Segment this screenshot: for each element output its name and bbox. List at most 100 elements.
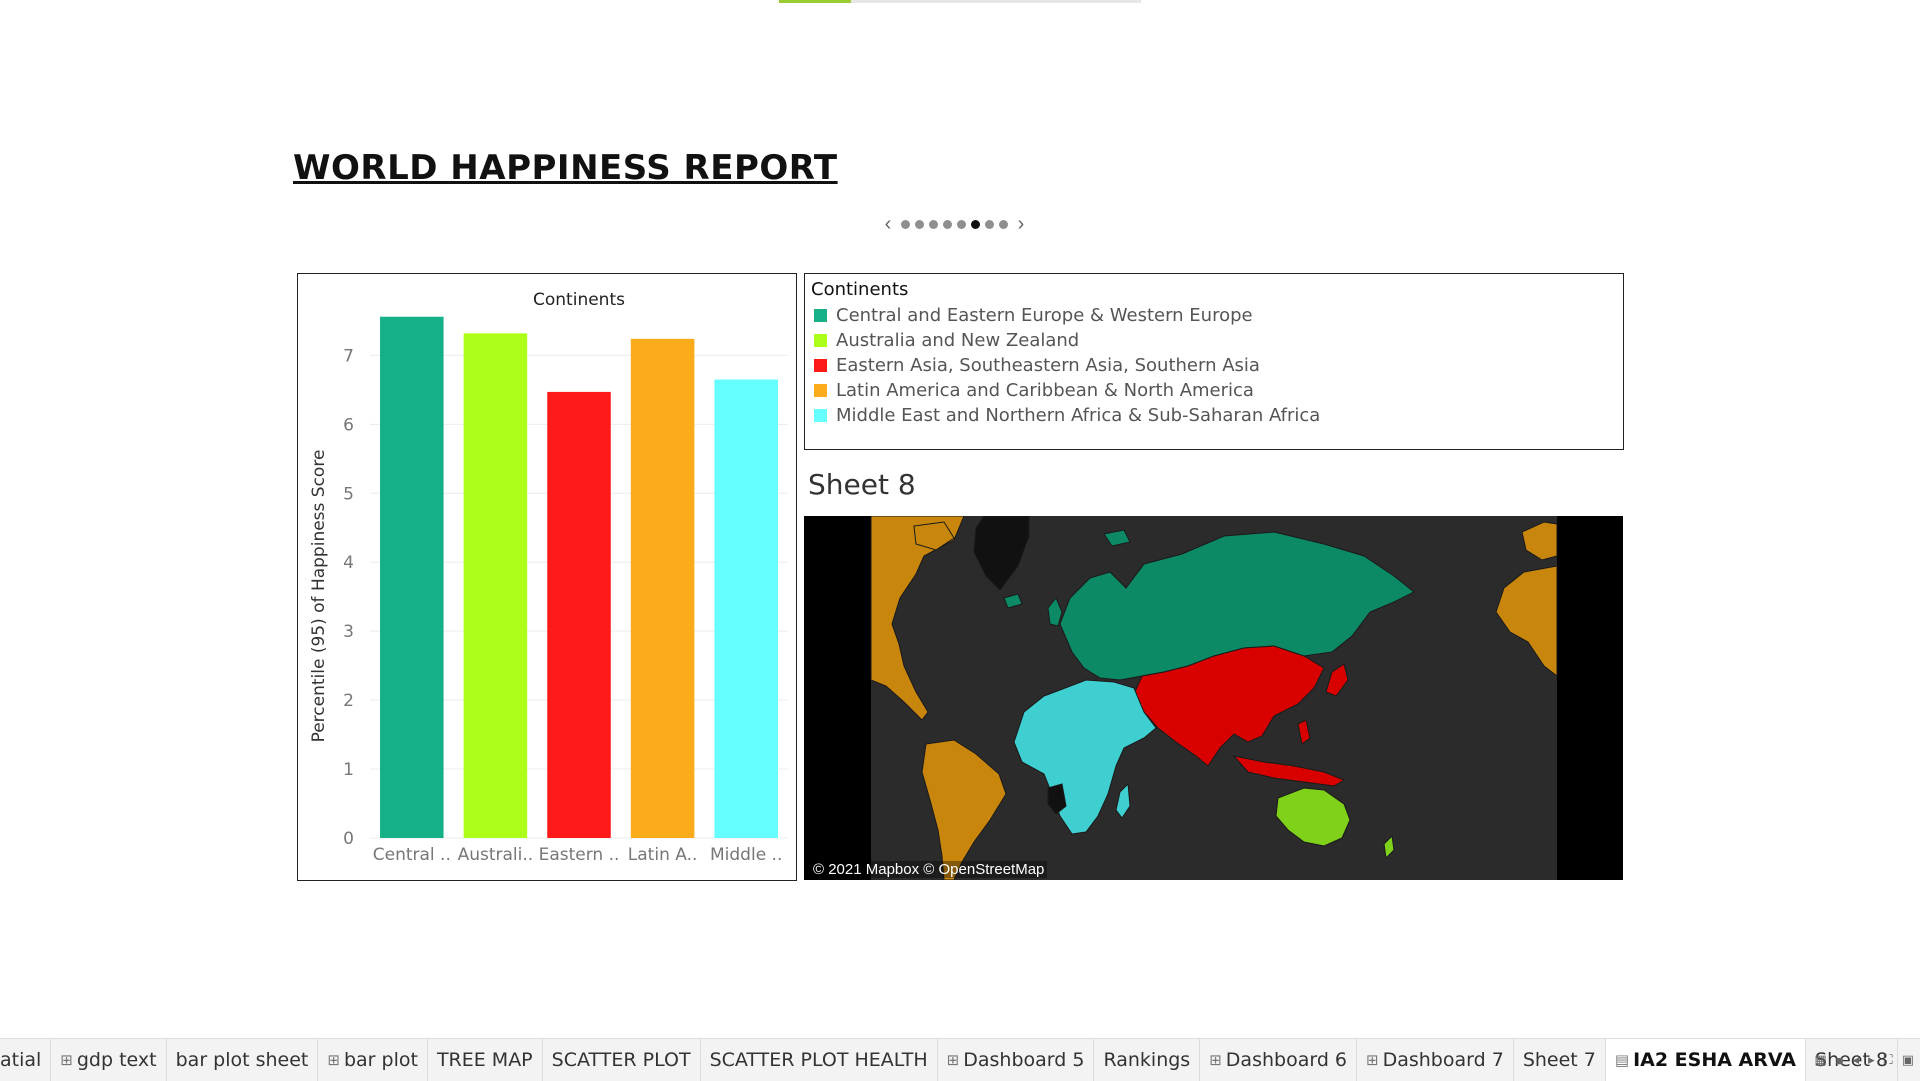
sheet-tab[interactable]: ⊞ Dashboard 6 bbox=[1200, 1039, 1358, 1081]
book-icon: ▤ bbox=[1614, 1051, 1630, 1069]
bar[interactable] bbox=[714, 379, 778, 839]
sheet-tab[interactable]: ⊞ gdp text bbox=[51, 1039, 167, 1081]
world-map[interactable]: © 2021 Mapbox © OpenStreetMap bbox=[804, 516, 1623, 880]
presentation-icon[interactable]: ▣ bbox=[1901, 1052, 1914, 1067]
map-region-australia[interactable] bbox=[1275, 787, 1351, 847]
sheet-tab-label: Rankings bbox=[1103, 1049, 1191, 1071]
grid-icon: ⊞ bbox=[60, 1051, 73, 1069]
sheet-tab-label: Dashboard 7 bbox=[1382, 1049, 1504, 1071]
legend-swatch bbox=[814, 334, 827, 347]
sheet-tab-label: Sheet 8 bbox=[1815, 1049, 1889, 1071]
sheet-tab[interactable]: Rankings bbox=[1094, 1039, 1201, 1081]
y-tick-label: 0 bbox=[343, 829, 354, 849]
map-region-arctic-canada[interactable] bbox=[1521, 521, 1558, 561]
sheet-tab[interactable]: ⊞ Dashboard 7 bbox=[1357, 1039, 1514, 1081]
story-point-dot[interactable] bbox=[915, 219, 924, 229]
sheet-tab-label: bar plot bbox=[343, 1049, 418, 1071]
sheet-tab-label: gdp text bbox=[76, 1049, 157, 1071]
map-region-iceland[interactable] bbox=[1003, 593, 1023, 609]
map-region-unassigned[interactable] bbox=[1047, 783, 1067, 815]
map-region-alaska[interactable] bbox=[1495, 565, 1558, 678]
map-region-greenland[interactable] bbox=[973, 516, 1030, 591]
story-point-dot[interactable] bbox=[957, 219, 966, 229]
map-region-svalbard[interactable] bbox=[1103, 529, 1131, 547]
bar-chart-panel: Continents 0 1 2 3 4 5 6 7 Percentile (95) of Hap… bbox=[297, 273, 797, 881]
legend-label: Central and Eastern Europe & Western Eur… bbox=[836, 305, 1253, 326]
map-region-japan[interactable] bbox=[1325, 663, 1349, 697]
legend-item[interactable]: Australia and New Zealand bbox=[811, 328, 1617, 353]
x-tick-label: Middle .. bbox=[710, 845, 782, 865]
story-point-dot[interactable] bbox=[929, 219, 938, 229]
next-sheet-icon[interactable]: ▸ bbox=[1868, 1052, 1875, 1067]
map-region-asia[interactable] bbox=[1133, 645, 1325, 767]
story-point-dot[interactable] bbox=[901, 219, 910, 229]
fullscreen-icon[interactable]: ⛶ bbox=[1883, 1052, 1893, 1067]
y-axis-label: Percentile (95) of Happiness Score bbox=[309, 450, 329, 743]
legend-item[interactable]: Eastern Asia, Southeastern Asia, Souther… bbox=[811, 353, 1617, 378]
story-navigator: ‹ › bbox=[880, 212, 1029, 236]
sheet-tab-label: atial bbox=[0, 1049, 42, 1071]
map-attribution[interactable]: © 2021 Mapbox © OpenStreetMap bbox=[810, 861, 1048, 878]
filmstrip-icon[interactable]: ▦ bbox=[1814, 1052, 1827, 1067]
sheet-tab[interactable]: Sheet 8 bbox=[1806, 1039, 1899, 1081]
map-region-africa-middle-east[interactable] bbox=[1013, 679, 1157, 835]
sheet-tab[interactable]: Sheet 7 bbox=[1514, 1039, 1606, 1081]
chevron-right-icon[interactable]: › bbox=[1017, 213, 1025, 235]
bar[interactable] bbox=[547, 391, 611, 838]
map-region-new-zealand[interactable] bbox=[1383, 834, 1395, 860]
legend-swatch bbox=[814, 409, 827, 422]
tab-bar-controls: ▦ ■ ◂ ▸ ⛶ ▣ bbox=[1814, 1039, 1914, 1081]
bar[interactable] bbox=[463, 333, 528, 838]
chevron-left-icon[interactable]: ‹ bbox=[884, 213, 892, 235]
single-tab-icon[interactable]: ■ bbox=[1835, 1052, 1844, 1068]
bar[interactable] bbox=[630, 338, 695, 838]
legend-swatch bbox=[814, 359, 827, 372]
story-point-dot[interactable] bbox=[999, 219, 1008, 229]
y-tick-label: 1 bbox=[343, 760, 354, 780]
map-region-philippines[interactable] bbox=[1297, 719, 1311, 745]
sheet-tab-label: bar plot sheet bbox=[175, 1049, 309, 1071]
sheet-tab[interactable]: SCATTER PLOT HEALTH bbox=[701, 1039, 938, 1081]
story-point-dots bbox=[901, 219, 1008, 229]
sheet-tab[interactable]: TREE MAP bbox=[428, 1039, 543, 1081]
legend-item[interactable]: Latin America and Caribbean & North Amer… bbox=[811, 378, 1617, 403]
sheet-tab[interactable]: atial bbox=[0, 1039, 52, 1081]
legend-item[interactable]: Middle East and Northern Africa & Sub-Sa… bbox=[811, 403, 1617, 428]
x-tick-label: Latin A.. bbox=[628, 845, 698, 865]
prev-sheet-icon[interactable]: ◂ bbox=[1852, 1052, 1860, 1067]
sheet-tab[interactable]: ⊞ Dashboard 5 bbox=[938, 1039, 1095, 1081]
x-tick-label: Central .. bbox=[373, 845, 451, 865]
story-point-dot[interactable] bbox=[971, 219, 980, 229]
sheet-tab[interactable]: ⊞ bar plot bbox=[318, 1039, 428, 1081]
grid-icon: ⊞ bbox=[327, 1051, 340, 1069]
color-legend: Continents Central and Eastern Europe & … bbox=[804, 273, 1624, 450]
map-region-uk[interactable] bbox=[1047, 597, 1063, 627]
bar[interactable] bbox=[380, 316, 444, 838]
legend-label: Middle East and Northern Africa & Sub-Sa… bbox=[836, 405, 1321, 426]
legend-swatch bbox=[814, 309, 827, 322]
map-region-arctic-islands[interactable] bbox=[913, 521, 955, 551]
story-point-dot[interactable] bbox=[985, 219, 994, 229]
sheet-tab[interactable]: bar plot sheet bbox=[167, 1039, 319, 1081]
map-region-indonesia[interactable] bbox=[1232, 755, 1346, 787]
sheet-tab[interactable]: SCATTER PLOT bbox=[543, 1039, 701, 1081]
sheet-tab[interactable]: ▤ IA2 ESHA ARVA bbox=[1605, 1039, 1807, 1081]
y-tick-label: 3 bbox=[343, 622, 354, 642]
y-tick-label: 4 bbox=[343, 553, 354, 573]
story-progress-bar bbox=[779, 0, 1141, 3]
sheet-tab-label: SCATTER PLOT bbox=[551, 1049, 691, 1071]
grid-icon: ⊞ bbox=[946, 1051, 960, 1069]
legend-items: Central and Eastern Europe & Western Eur… bbox=[811, 303, 1617, 428]
legend-item[interactable]: Central and Eastern Europe & Western Eur… bbox=[811, 303, 1617, 328]
x-tick-label: Australi.. bbox=[458, 845, 534, 865]
legend-swatch bbox=[814, 384, 827, 397]
map-region-south-america[interactable] bbox=[921, 739, 1007, 880]
map-region-madagascar[interactable] bbox=[1115, 782, 1131, 819]
x-tick-label: Eastern .. bbox=[539, 845, 620, 865]
map-region-europe-russia[interactable] bbox=[1059, 531, 1415, 681]
map-sheet-title: Sheet 8 bbox=[808, 468, 916, 501]
y-tick-label: 2 bbox=[343, 691, 354, 711]
chart-title: Continents bbox=[533, 290, 625, 310]
grid-icon: ⊞ bbox=[1366, 1051, 1379, 1069]
story-point-dot[interactable] bbox=[943, 219, 952, 229]
